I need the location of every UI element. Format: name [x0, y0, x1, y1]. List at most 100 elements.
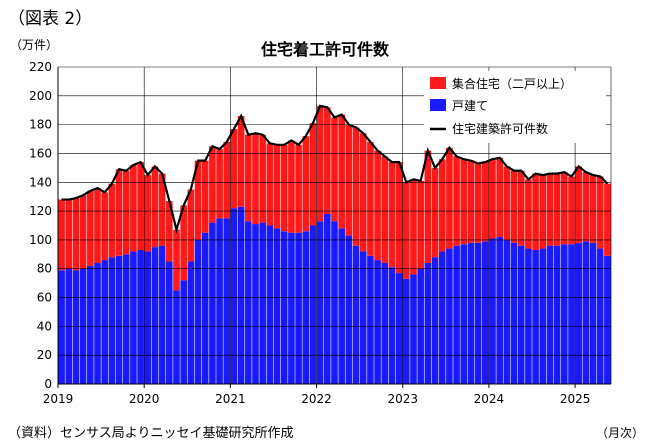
bar-single-family-2022-03: [330, 221, 339, 384]
bar-single-family-2019-06: [93, 262, 102, 384]
bar-single-family-2022-12: [395, 273, 403, 384]
bar-multi-family-2023-07: [445, 147, 453, 249]
bar-multi-family-2023-10: [467, 160, 475, 243]
bar-multi-family-2023-11: [474, 163, 482, 243]
bar-multi-family-2021-09: [287, 140, 295, 233]
bar-multi-family-2020-03: [158, 173, 166, 246]
bar-single-family-2023-07: [445, 248, 453, 384]
bar-multi-family-2019-02: [65, 199, 73, 269]
bar-single-family-2025-02: [582, 241, 590, 384]
bar-multi-family-2019-06: [93, 188, 102, 263]
bar-single-family-2022-04: [338, 228, 346, 384]
bar-multi-family-2024-07: [532, 173, 540, 250]
bar-multi-family-2021-11: [302, 136, 310, 232]
bar-single-family-2024-08: [539, 248, 547, 384]
bar-multi-family-2019-10: [122, 170, 130, 255]
bar-multi-family-2019-09: [115, 169, 123, 256]
bar-single-family-2020-06: [180, 280, 188, 384]
bar-multi-family-2024-11: [560, 172, 568, 245]
bar-single-family-2023-05: [431, 257, 439, 384]
bar-multi-family-2020-09: [201, 160, 209, 233]
bar-single-family-2021-09: [287, 232, 295, 384]
bar-single-family-2022-01: [316, 221, 324, 384]
bar-multi-family-2021-06: [266, 143, 274, 226]
bar-single-family-2025-01: [575, 242, 583, 384]
x-tick-label: 2023: [387, 392, 418, 406]
bar-single-family-2022-09: [374, 260, 382, 384]
bar-multi-family-2020-02: [151, 166, 159, 248]
bar-multi-family-2022-08: [366, 141, 374, 256]
bar-multi-family-2019-01: [58, 199, 66, 271]
bar-single-family-2024-03: [503, 239, 511, 384]
bar-single-family-2023-04: [424, 262, 432, 384]
bar-single-family-2020-09: [201, 232, 209, 384]
bar-single-family-2020-12: [223, 218, 231, 384]
bar-multi-family-2024-03: [503, 166, 511, 240]
bar-multi-family-2019-05: [86, 190, 94, 266]
bar-multi-family-2022-11: [388, 162, 396, 268]
bar-single-family-2023-01: [402, 278, 410, 384]
bar-multi-family-2021-01: [230, 128, 238, 209]
bar-single-family-2023-06: [438, 251, 446, 384]
bar-multi-family-2023-05: [431, 167, 439, 258]
bar-single-family-2023-10: [467, 242, 475, 384]
legend-label-multi-family: 集合住宅（二戸以上）: [452, 76, 572, 91]
bar-multi-family-2024-06: [524, 179, 532, 249]
legend-box: [424, 71, 606, 143]
y-tick-label: 180: [29, 118, 52, 132]
bar-single-family-2022-08: [366, 255, 374, 384]
bar-single-family-2023-02: [409, 274, 418, 384]
bar-multi-family-2025-01: [575, 166, 583, 243]
bar-single-family-2025-03: [589, 242, 597, 384]
bar-multi-family-2021-03: [244, 134, 252, 222]
bar-single-family-2020-08: [194, 239, 202, 384]
x-tick-label: 2022: [301, 392, 332, 406]
y-tick-label: 80: [37, 262, 52, 276]
bar-single-family-2025-04: [596, 248, 604, 384]
bar-multi-family-2020-10: [208, 146, 216, 223]
legend-label-total: 住宅建築許可件数: [452, 121, 548, 136]
bar-single-family-2024-04: [510, 242, 518, 384]
bar-multi-family-2023-01: [402, 182, 410, 279]
bar-multi-family-2020-01: [144, 175, 152, 252]
bar-single-family-2019-08: [108, 257, 116, 384]
bar-single-family-2021-01: [230, 208, 238, 384]
bar-single-family-2019-03: [72, 270, 80, 384]
bar-multi-family-2020-05: [172, 229, 181, 291]
bar-multi-family-2022-09: [374, 150, 382, 261]
bar-multi-family-2021-04: [251, 133, 260, 225]
bar-multi-family-2023-09: [460, 159, 468, 245]
bar-single-family-2021-12: [309, 225, 317, 384]
x-tick-label: 2019: [43, 392, 74, 406]
bar-single-family-2020-04: [165, 261, 173, 384]
bar-multi-family-2022-03: [330, 117, 339, 222]
bar-multi-family-2023-04: [424, 150, 432, 263]
bar-single-family-2021-11: [302, 231, 310, 384]
x-tick-label: 2021: [215, 392, 246, 406]
bar-multi-family-2020-08: [194, 160, 202, 240]
bar-single-family-2022-11: [388, 267, 396, 384]
x-tick-label: 2024: [474, 392, 505, 406]
bar-multi-family-2023-02: [409, 179, 418, 275]
bar-multi-family-2024-05: [517, 170, 525, 246]
bar-multi-family-2024-08: [539, 175, 547, 249]
bar-multi-family-2023-06: [438, 159, 446, 252]
bar-multi-family-2021-10: [295, 144, 303, 233]
x-tick-label: 2025: [560, 392, 591, 406]
bar-multi-family-2022-04: [338, 114, 346, 229]
bar-single-family-2022-05: [345, 235, 353, 384]
bar-multi-family-2024-04: [510, 170, 518, 243]
bar-single-family-2019-12: [137, 250, 145, 384]
bar-single-family-2020-10: [208, 222, 216, 384]
bar-multi-family-2021-12: [309, 123, 317, 226]
bar-multi-family-2025-02: [582, 172, 590, 242]
bar-multi-family-2021-02: [237, 115, 245, 207]
bar-single-family-2024-10: [553, 245, 561, 384]
y-tick-label: 160: [29, 146, 52, 160]
chart-title: 住宅着工許可件数: [260, 40, 389, 59]
bar-single-family-2024-06: [524, 248, 532, 384]
bar-single-family-2021-08: [280, 231, 288, 384]
legend-label-single-family: 戸建て: [452, 99, 488, 113]
bar-multi-family-2022-02: [323, 107, 331, 214]
bar-multi-family-2023-12: [481, 162, 489, 242]
